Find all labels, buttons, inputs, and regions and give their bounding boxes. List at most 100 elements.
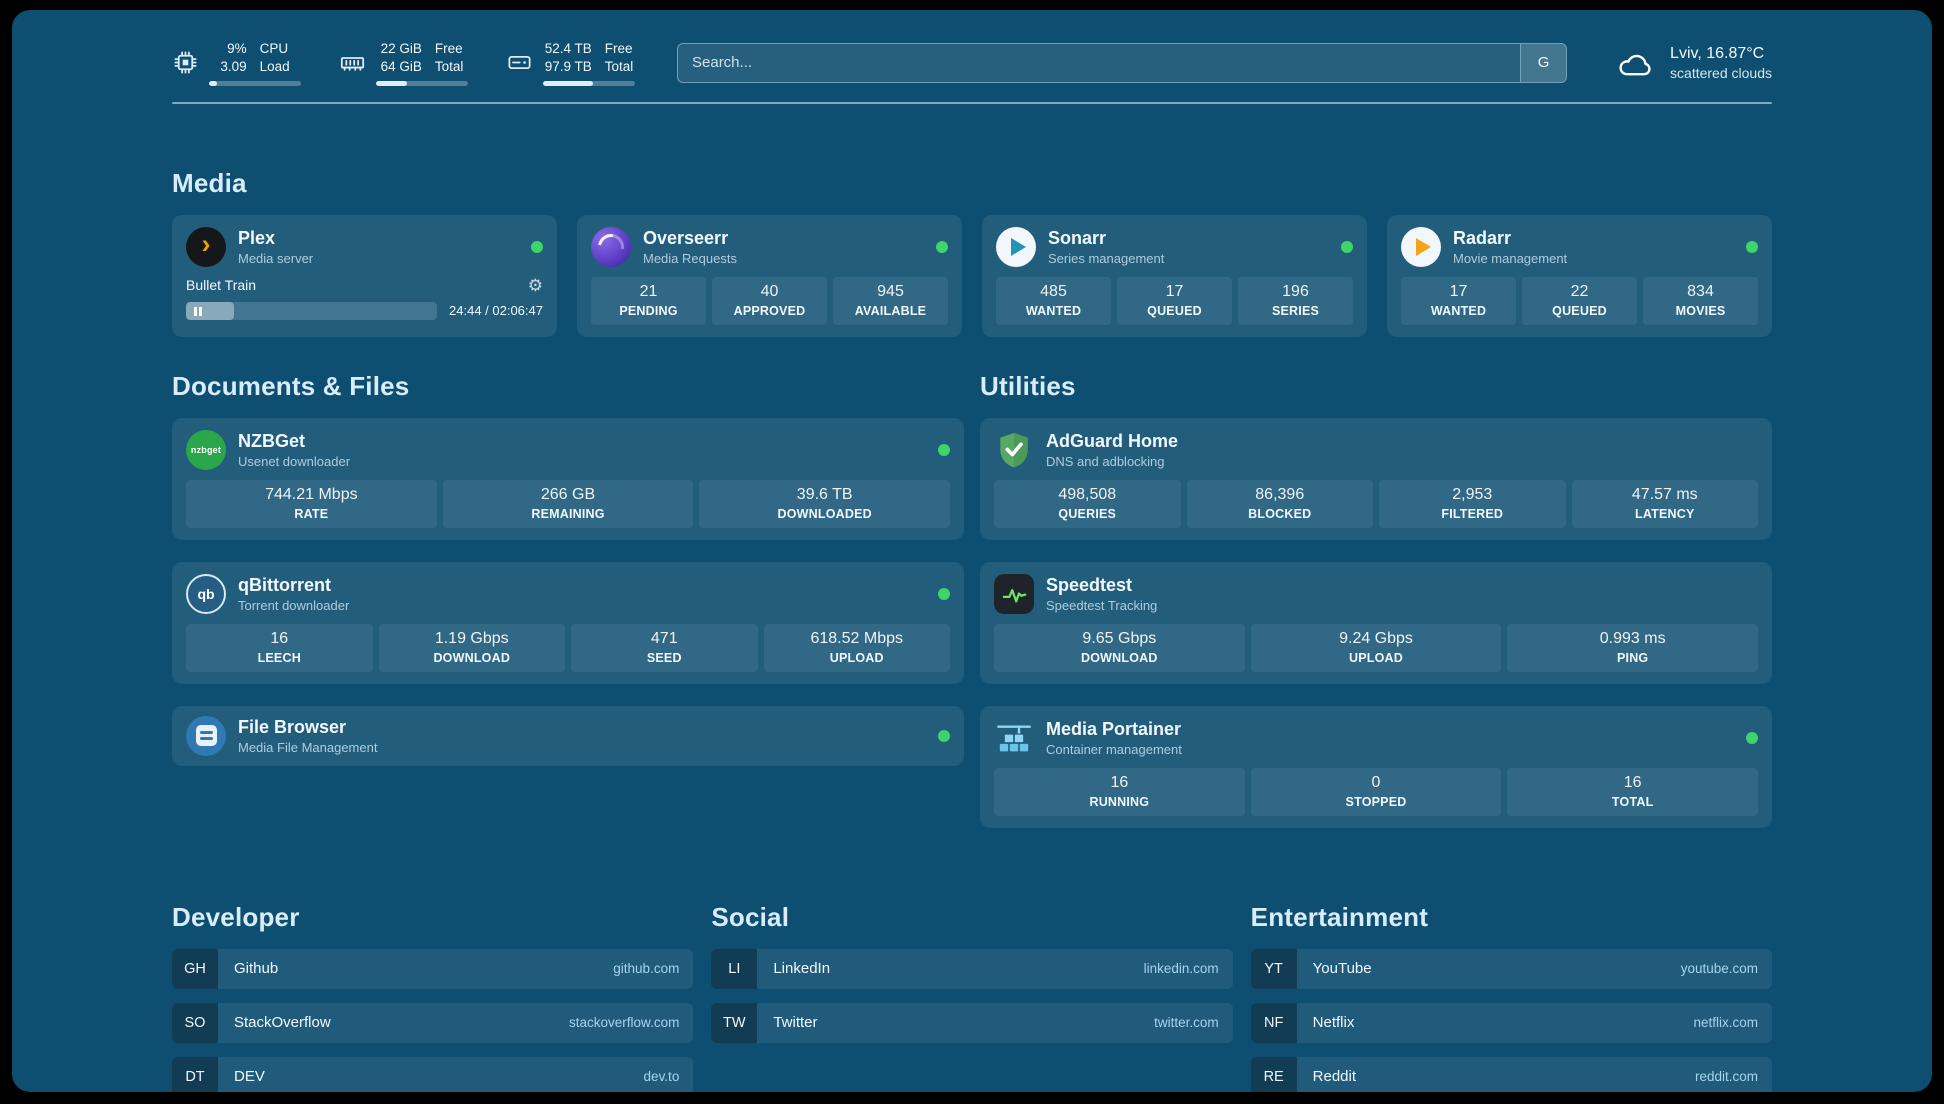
settings-gear-icon[interactable]: ⚙ [527, 275, 543, 295]
bookmark-url[interactable]: twitter.com [1154, 1015, 1219, 1031]
bookmark-url[interactable]: netflix.com [1693, 1015, 1758, 1031]
disk-total-label: Total [604, 58, 634, 74]
bookmark-linkedin[interactable]: LI LinkedIn linkedin.com [711, 948, 1233, 989]
stat-download: 1.19 Gbps DOWNLOAD [378, 623, 565, 672]
stat-total: 16 TOTAL [1507, 767, 1759, 816]
stat-label: UPLOAD [829, 650, 884, 665]
stat-value: 1.19 Gbps [434, 629, 509, 647]
app-subtitle: Torrent downloader [238, 597, 350, 613]
bookmark-name: StackOverflow [234, 1014, 331, 1032]
memory-widget: 22 GiB Free 64 GiB Total [339, 40, 468, 86]
stats-row: 16 LEECH 1.19 Gbps DOWNLOAD 471 SEED 618… [186, 623, 950, 672]
stat-label: PING [1616, 650, 1649, 665]
qbittorrent-card-header: qb qBittorrent Torrent downloader [186, 573, 950, 614]
overseerr-card[interactable]: Overseerr Media Requests 21 PENDING 40 A… [577, 214, 962, 337]
stat-label: RATE [294, 506, 329, 521]
plex-icon: › [186, 226, 226, 267]
search-engine-button[interactable]: G [1520, 43, 1567, 82]
stat-label: STOPPED [1345, 794, 1407, 809]
status-online-dot [1746, 731, 1758, 744]
section-heading-entertainment: Entertainment [1250, 901, 1429, 932]
bookmark-abbr: TW [711, 1002, 758, 1043]
disk-progress-bar [543, 80, 635, 86]
stat-stopped: 0 STOPPED [1250, 767, 1502, 816]
bookmarks-area: Developer GH Github github.com SO StackO… [172, 902, 1772, 1092]
stat-leech: 16 LEECH [186, 623, 373, 672]
stat-label: AVAILABLE [854, 303, 927, 318]
stat-wanted: 17 WANTED [1401, 276, 1516, 325]
adguard-card[interactable]: AdGuard Home DNS and adblocking 498,508 … [980, 417, 1772, 540]
nzbget-card[interactable]: nzbget NZBGet Usenet downloader 744.21 M… [172, 417, 964, 540]
bookmark-url[interactable]: youtube.com [1680, 961, 1758, 977]
bookmark-url[interactable]: stackoverflow.com [569, 1015, 680, 1031]
pause-icon[interactable] [194, 306, 202, 316]
bookmark-url[interactable]: linkedin.com [1143, 961, 1219, 977]
portainer-crane-icon [994, 718, 1034, 758]
memory-free-value: 22 GiB [380, 41, 422, 56]
stats-row: 21 PENDING 40 APPROVED 945 AVAILABLE [591, 276, 948, 325]
filebrowser-card[interactable]: File Browser Media File Management [172, 705, 964, 766]
utilities-column: Utilities AdGuard Home DNS and adblockin… [980, 371, 1772, 850]
status-online-dot [938, 443, 950, 456]
weather-widget[interactable]: Lviv, 16.87°C scattered clouds [1613, 45, 1772, 81]
bookmark-youtube[interactable]: YT YouTube youtube.com [1250, 948, 1772, 989]
disk-free-value: 52.4 TB [544, 41, 592, 56]
stat-value: 471 [650, 629, 678, 647]
plex-card[interactable]: › Plex Media server Bullet Train ⚙ [172, 214, 557, 337]
sonarr-icon [996, 226, 1036, 267]
now-playing-row: Bullet Train ⚙ [186, 277, 543, 294]
qbittorrent-card[interactable]: qb qBittorrent Torrent downloader 16 LEE… [172, 561, 964, 684]
stat-seed: 471 SEED [571, 623, 758, 672]
bookmark-twitter[interactable]: TW Twitter twitter.com [711, 1002, 1233, 1043]
qbittorrent-icon: qb [186, 573, 226, 614]
portainer-card[interactable]: Media Portainer Container management 16 … [980, 705, 1772, 828]
stat-running: 16 RUNNING [994, 767, 1245, 816]
bookmark-netflix[interactable]: NF Netflix netflix.com [1250, 1002, 1772, 1043]
playback-progress-bar[interactable] [186, 301, 438, 320]
plex-card-header: › Plex Media server [186, 226, 543, 267]
stat-label: QUEUED [1147, 303, 1202, 318]
qbittorrent-titles: qBittorrent Torrent downloader [238, 575, 349, 613]
bookmark-url[interactable]: dev.to [643, 1069, 680, 1085]
app-name: File Browser [238, 716, 347, 737]
memory-total-value: 64 GiB [380, 58, 422, 74]
bookmark-stackoverflow[interactable]: SO StackOverflow stackoverflow.com [172, 1002, 694, 1043]
radarr-card[interactable]: Radarr Movie management 17 WANTED 22 QUE… [1387, 214, 1772, 337]
bookmark-dev[interactable]: DT DEV dev.to [172, 1056, 694, 1092]
playback-time: 24:44 / 02:06:47 [449, 303, 543, 319]
hard-drive-icon [508, 56, 531, 70]
stat-value: 0 [1371, 773, 1381, 791]
bookmark-url[interactable]: github.com [613, 961, 680, 977]
stat-value: 16 [1110, 773, 1129, 791]
speedtest-card[interactable]: Speedtest Speedtest Tracking 9.65 Gbps D… [980, 561, 1772, 684]
memory-total-label: Total [434, 58, 464, 74]
dashboard-page: 9% CPU 3.09 Load 22 GiB Free [12, 10, 1932, 1092]
bookmark-url[interactable]: reddit.com [1694, 1069, 1758, 1085]
stat-upload: 618.52 Mbps UPLOAD [763, 623, 950, 672]
bookmark-reddit[interactable]: RE Reddit reddit.com [1250, 1056, 1772, 1092]
app-name: AdGuard Home [1046, 430, 1179, 451]
app-subtitle: Media Requests [643, 250, 737, 266]
bookmark-group-social: Social LI LinkedIn linkedin.com TW Twitt… [711, 902, 1233, 1057]
stat-value: 2,953 [1452, 485, 1493, 503]
search-input[interactable] [678, 43, 1521, 82]
stat-value: 0.993 ms [1599, 629, 1666, 647]
bookmark-name: Twitter [773, 1014, 818, 1032]
disk-free-label: Free [604, 41, 633, 56]
stat-queued: 17 QUEUED [1117, 276, 1232, 325]
stat-label: APPROVED [733, 303, 806, 318]
nzbget-titles: NZBGet Usenet downloader [238, 431, 350, 469]
sonarr-titles: Sonarr Series management [1048, 228, 1164, 266]
app-name: qBittorrent [238, 574, 331, 595]
stats-row: 498,508 QUERIES 86,396 BLOCKED 2,953 FIL… [994, 479, 1758, 528]
stat-latency: 47.57 ms LATENCY [1571, 479, 1758, 528]
app-subtitle: Speedtest Tracking [1046, 597, 1158, 613]
status-online-dot [1341, 240, 1353, 253]
bookmark-github[interactable]: GH Github github.com [172, 948, 694, 989]
stat-queued: 22 QUEUED [1522, 276, 1637, 325]
sonarr-card[interactable]: Sonarr Series management 485 WANTED 17 Q… [982, 214, 1367, 337]
status-online-dot [1746, 240, 1758, 253]
stat-label: QUEUED [1552, 303, 1607, 318]
adguard-titles: AdGuard Home DNS and adblocking [1046, 431, 1178, 469]
section-media: Media › Plex Media server Bullet Train ⚙ [172, 168, 1772, 337]
